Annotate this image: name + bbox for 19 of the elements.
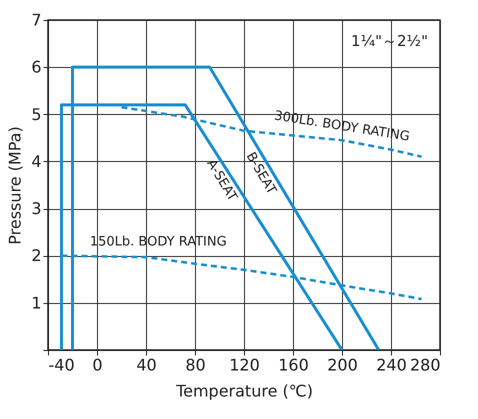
x-tick-label: 200 bbox=[327, 356, 358, 374]
x-tick-label: 240 bbox=[376, 356, 407, 374]
x-axis-title: Temperature (℃) bbox=[175, 382, 313, 400]
x-tick-label: 280 bbox=[410, 356, 440, 374]
x-tick-label: 80 bbox=[185, 356, 206, 374]
y-tick-label: 1 bbox=[31, 293, 42, 312]
y-tick-label: 4 bbox=[31, 152, 42, 171]
y-tick-label: 6 bbox=[31, 58, 42, 77]
y-tick-label: 2 bbox=[31, 246, 42, 266]
text: 300Lb. BODY RATING bbox=[273, 108, 411, 145]
x-tick-label: -40 bbox=[48, 356, 75, 374]
x-tick-label: 40 bbox=[136, 356, 157, 374]
y-tick-label: 7 bbox=[31, 10, 42, 30]
y-tick-label: 5 bbox=[31, 104, 42, 124]
y-axis-title: Pressure (MPa) bbox=[5, 126, 24, 245]
x-tick-label: 120 bbox=[229, 356, 260, 374]
y-tick-label: 3 bbox=[31, 199, 42, 218]
x-tick-label: 160 bbox=[278, 356, 309, 374]
x-tick-label: 0 bbox=[92, 356, 103, 374]
